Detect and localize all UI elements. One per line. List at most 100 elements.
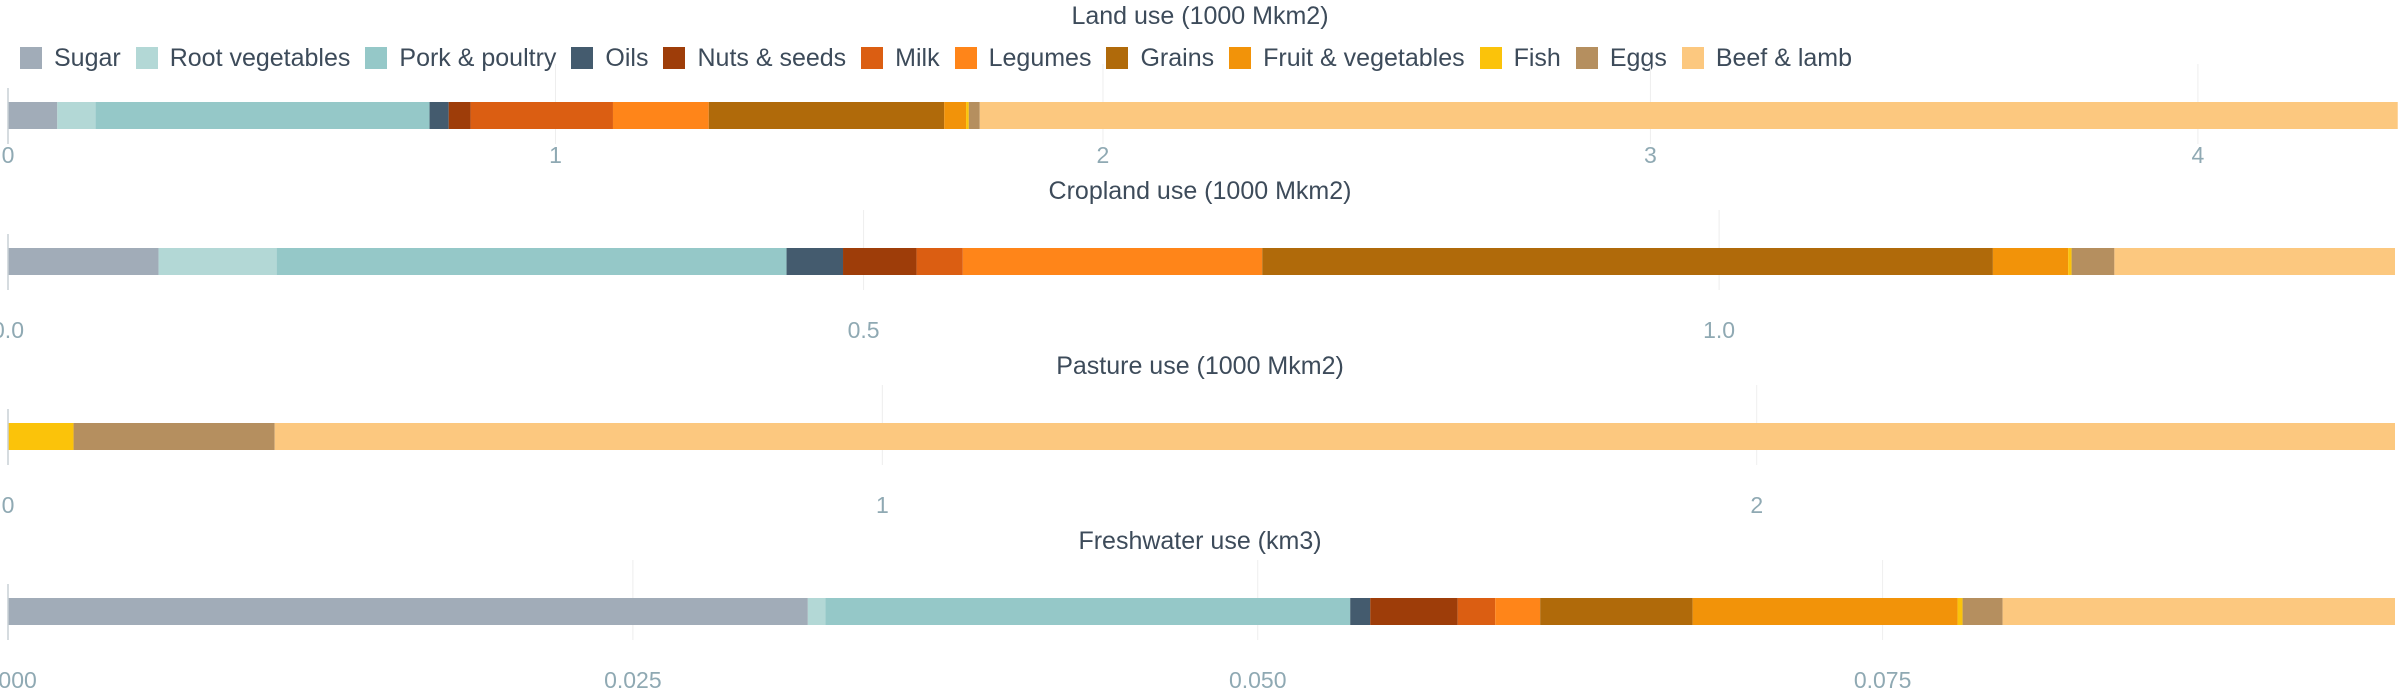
chart-title: Cropland use (1000 Mkm2) [1049,177,1352,205]
legend-label: Fruit & vegetables [1263,43,1465,72]
bar-segment-grains[interactable] [708,102,945,129]
bar-segment-eggs[interactable] [1962,598,2003,625]
bar-segment-beef-and-lamb[interactable] [2114,248,2395,275]
bar-segment-beef-and-lamb[interactable] [2002,598,2395,625]
legend-label: Legumes [988,43,1092,72]
x-tick-label: 0.075 [1854,667,1912,693]
bar-segment-beef-and-lamb[interactable] [979,102,2398,129]
x-tick-label: 1 [549,142,562,168]
legend-label: Eggs [1609,43,1667,72]
x-tick-label: 0.050 [1229,667,1287,693]
legend-item-eggs[interactable]: Eggs [1575,43,1667,73]
legend-item-oils[interactable]: Oils [571,44,648,73]
legend-item-milk[interactable]: Milk [861,43,940,73]
bar-segment-oils[interactable] [786,248,844,275]
legend-item-sugar[interactable]: Sugar [20,44,121,73]
bar-segment-root-vegetables[interactable] [807,598,826,625]
bar-segment-oils[interactable] [1350,598,1371,625]
chart-freshwater-use-km3: Freshwater use (km3) 0.000 0.025 0.050 0.075 [0,527,2395,693]
bar-segment-nuts-and-seeds[interactable] [843,248,917,275]
legend-swatch [1575,47,1598,69]
x-tick-label: 1 [876,492,889,518]
bar-segment-grains[interactable] [1540,598,1693,625]
legend-item-root-vegetables[interactable]: Root vegetables [135,43,351,73]
chart-title: Pasture use (1000 Mkm2) [1056,352,1344,380]
bar-segment-nuts-and-seeds[interactable] [1370,598,1458,625]
legend-swatch [571,47,594,69]
legend-item-nuts-and-seeds[interactable]: Nuts & seeds [663,44,846,73]
bar-segment-fruit-and-vegetables[interactable] [1692,598,1958,625]
bar-segment-eggs[interactable] [2071,248,2115,275]
bar-segment-root-vegetables[interactable] [57,102,96,129]
legend-item-pork-and-poultry[interactable]: Pork & poultry [365,44,556,73]
bar-segment-milk[interactable] [916,248,963,275]
legend-swatch [1106,47,1129,69]
x-tick-label: 1.0 [1703,317,1735,343]
legend-label: Root vegetables [169,43,351,72]
legend-label: Oils [605,43,649,72]
legend-item-beef-and-lamb[interactable]: Beef & lamb [1681,43,1853,73]
bar-segment-sugar[interactable] [8,102,58,129]
legend-swatch [663,47,686,69]
chart-legend: Sugar Root vegetables Pork & poultry Oils Nu… [20,40,1867,76]
bar-segment-milk[interactable] [1457,598,1496,625]
legend-swatch [365,47,388,69]
bar-segment-eggs[interactable] [73,423,275,450]
bar-segment-fish[interactable] [1957,598,1963,625]
bar-segment-pork-and-poultry[interactable] [95,102,430,129]
bar-segment-beef-and-lamb[interactable] [274,423,2396,450]
legend-swatch [1229,47,1252,69]
bar-segment-legumes[interactable] [1495,598,1541,625]
bar-segment-grains[interactable] [1262,248,1993,275]
legend-label: Grains [1140,43,1215,72]
bar-segment-fish[interactable] [966,102,969,129]
legend-swatch [1479,47,1502,69]
bar-segment-eggs[interactable] [968,102,980,129]
bar-segment-fruit-and-vegetables[interactable] [944,102,967,129]
x-tick-label: 0 [2,492,15,518]
legend-label: Beef & lamb [1715,43,1853,72]
legend-item-legumes[interactable]: Legumes [954,43,1092,73]
bar-segment-pork-and-poultry[interactable] [276,248,787,275]
chart-title: Land use (1000 Mkm2) [1071,2,1328,30]
chart-title: Freshwater use (km3) [1078,527,1321,555]
legend-label: Sugar [54,43,121,72]
bar-segment-sugar[interactable] [8,598,808,625]
legend-label: Pork & poultry [399,43,557,72]
x-tick-label: 0.0 [0,317,24,343]
x-tick-label: 0.5 [848,317,880,343]
x-tick-label: 2 [1097,142,1110,168]
x-tick-label: 0.000 [0,667,37,693]
legend-item-fish[interactable]: Fish [1479,43,1561,73]
legend-label: Nuts & seeds [697,43,847,72]
legend-swatch [861,47,884,69]
bar-segment-pork-and-poultry[interactable] [825,598,1351,625]
x-tick-label: 4 [2192,142,2205,168]
legend-label: Fish [1513,43,1561,72]
legend-swatch [954,47,977,69]
x-tick-label: 0.025 [604,667,662,693]
x-tick-label: 3 [1644,142,1657,168]
bar-segment-fish[interactable] [2068,248,2072,275]
legend-swatch [135,47,158,69]
bar-segment-nuts-and-seeds[interactable] [448,102,471,129]
chart-cropland-use-1000-mkm2: Cropland use (1000 Mkm2) 0.0 0.5 1.0 [0,177,2395,343]
legend-item-grains[interactable]: Grains [1106,44,1214,73]
chart-land-use-1000-mkm2: Land use (1000 Mkm2) 0 1 2 3 4 [2,2,2398,168]
legend-label: Milk [895,43,940,72]
bar-segment-milk[interactable] [470,102,613,129]
bar-segment-root-vegetables[interactable] [158,248,277,275]
x-tick-label: 2 [1750,492,1763,518]
bar-segment-sugar[interactable] [8,248,159,275]
bar-segment-fruit-and-vegetables[interactable] [1992,248,2069,275]
legend-swatch [1681,47,1704,69]
bar-segment-fish[interactable] [8,423,74,450]
bar-segment-oils[interactable] [429,102,449,129]
legend-item-fruit-and-vegetables[interactable]: Fruit & vegetables [1229,44,1465,73]
chart-pasture-use-1000-mkm2: Pasture use (1000 Mkm2) 0 1 2 [2,352,2396,518]
legend-swatch [20,47,42,69]
x-tick-label: 0 [2,142,15,168]
bar-segment-legumes[interactable] [612,102,709,129]
bar-segment-legumes[interactable] [962,248,1263,275]
